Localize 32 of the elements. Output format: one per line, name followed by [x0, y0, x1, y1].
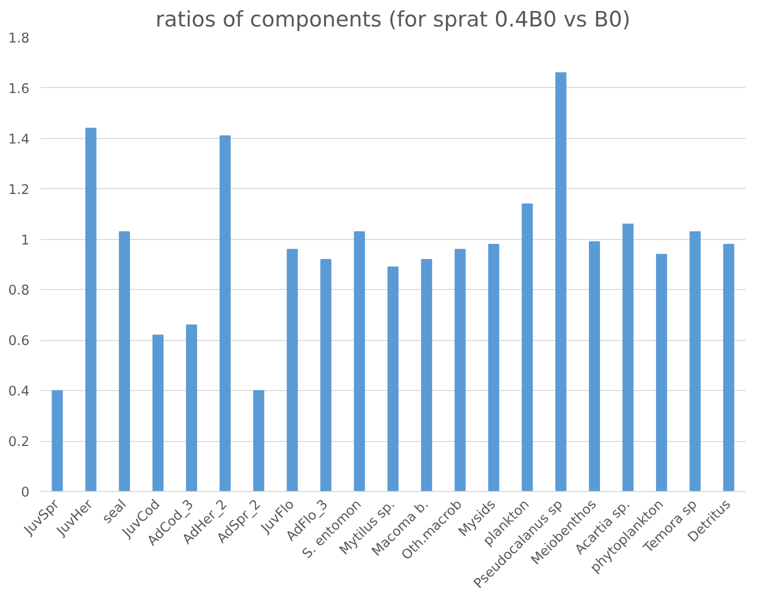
- y-tick-label: 0.6: [8, 334, 30, 350]
- bar: [220, 135, 231, 492]
- bar: [656, 254, 668, 492]
- bar: [320, 258, 332, 492]
- bar: [118, 231, 130, 492]
- bar: [588, 241, 600, 492]
- bar: [85, 128, 96, 492]
- y-tick-label: 1.6: [8, 82, 30, 97]
- bar: [253, 390, 264, 492]
- bar: [152, 334, 164, 492]
- bar: [286, 248, 298, 492]
- y-tick-label: 0.2: [8, 435, 30, 450]
- bar: [186, 324, 198, 492]
- bar: [555, 72, 566, 492]
- y-tick-label: 1: [21, 233, 30, 248]
- y-tick-label: 1.8: [8, 32, 30, 46]
- bar: [52, 390, 63, 492]
- y-tick-label: 0.4: [8, 384, 30, 400]
- bar: [690, 231, 701, 492]
- bar: [454, 248, 466, 492]
- bar: [387, 266, 399, 492]
- bar: [488, 244, 500, 492]
- bar: [421, 258, 432, 492]
- chart-title: ratios of components (for sprat 0.4B0 vs B0): [156, 8, 630, 32]
- bar: [723, 244, 734, 492]
- y-tick-label: 1.4: [8, 132, 30, 148]
- y-tick-label: 1.2: [8, 182, 30, 198]
- bar: [522, 203, 533, 492]
- bar: [354, 231, 365, 492]
- y-tick-label: 0: [21, 486, 30, 500]
- y-tick-label: 0.8: [8, 284, 30, 299]
- bar: [622, 224, 634, 492]
